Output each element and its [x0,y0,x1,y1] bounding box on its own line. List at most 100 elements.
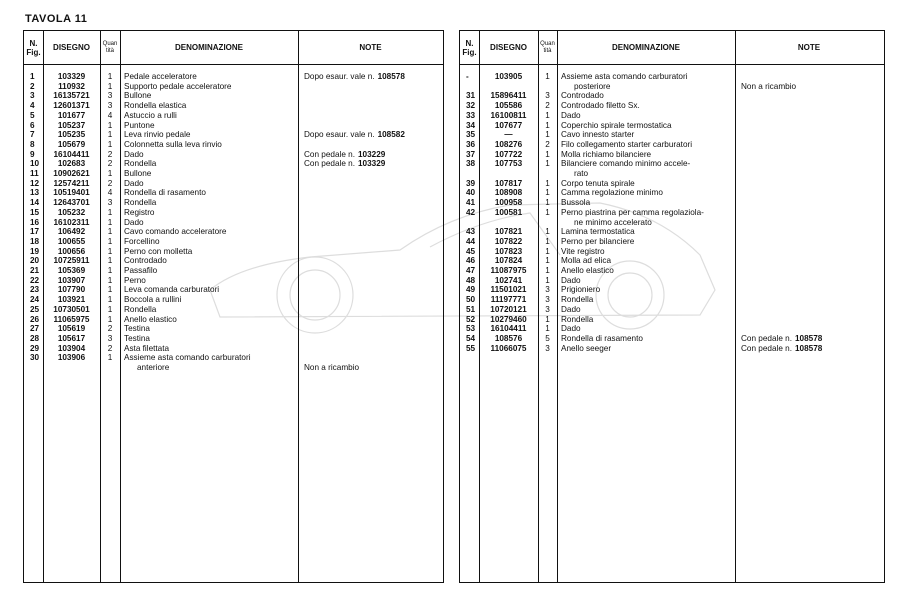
quantity: 2 [107,178,113,188]
part-number: 12643701 [53,198,90,208]
note [298,315,443,325]
description: Rondella [120,198,298,208]
quantity: 1 [107,169,113,179]
description: Bussola [557,198,735,208]
fig-number: 9 [30,149,35,159]
table-row: 30 103906 1 Assieme asta comando carburator… [24,353,443,372]
table-row: 29 103904 2 Asta filettata [24,344,443,354]
table-header: N. Fig. DISEGNO Quan tità DENOMINAZIONE … [460,31,884,65]
table-row: 14 12643701 3 Rondella [24,198,443,208]
note-part-number: 108578 [794,333,823,343]
part-number: 100958 [494,198,523,208]
part-number: 103906 [57,353,86,363]
table-row: 27 105619 2 Testina [24,324,443,334]
description-line: Anello seeger [561,343,612,353]
description: Perno piastrina per camma regolaziola-ne… [557,208,735,227]
part-number: — [504,130,513,140]
description: Assieme asta comando carburatori posterio… [557,72,735,91]
fig-number: 20 [30,256,40,266]
note-part-number: 103229 [357,149,386,159]
description: Bullone [120,169,298,179]
table-row: - 103905 1 Assieme asta comando carburatori… [460,72,884,91]
part-number: 105586 [494,101,523,111]
fig-number: 41 [466,198,476,208]
table-row: 3 16135721 3 Bullone [24,91,443,101]
fig-number: 37 [466,149,476,159]
description: Corpo tenuta spirale [557,179,735,189]
table-row: 15 105232 1 Registro [24,208,443,218]
description: Puntone [120,121,298,131]
header-fig: N. Fig. [462,38,477,57]
description-line: Passafilo [124,266,158,276]
description: Coperchio spirale termostatica [557,121,735,131]
part-number: 103905 [494,72,523,81]
description-line: Leva comanda carburatori [124,285,220,295]
part-number: 16135721 [53,91,90,101]
parts-table-right: N. Fig. DISEGNO Quan tità DENOMINAZIONE … [459,30,885,583]
fig-number: 11 [30,169,39,179]
note-text: Con pedale n. [741,333,792,343]
part-number: 103921 [57,295,86,305]
note: Con pedale n. 103229 [298,150,443,160]
description: Dado [120,218,298,228]
part-number: 101677 [57,110,86,120]
note [298,101,443,111]
quantity: 1 [545,314,550,324]
note [298,334,443,344]
description-line: Controdado [124,256,167,266]
quantity: 2 [107,149,113,159]
quantity: 1 [107,130,113,140]
fig-number: 5 [30,110,35,120]
description: Boccola a rullini [120,295,298,305]
quantity: 3 [107,101,113,111]
fig-number: 31 [466,91,476,101]
fig-number: 14 [30,198,40,208]
description: Testina [120,324,298,334]
table-row: 10 102683 2 Rondella Con pedale n. 103329 [24,159,443,169]
note-part-number: 108578 [794,343,823,353]
part-number: 11087975 [490,266,527,276]
quantity: 1 [545,227,550,237]
quantity: 3 [545,304,550,314]
part-number: 107817 [494,178,523,188]
table-row: 54 108576 5 Rondella di rasamento Con pedale… [460,334,884,344]
description: Anello elastico [557,266,735,276]
note-part-number: 108582 [377,130,405,140]
fig-number: 42 [466,207,476,217]
note [298,140,443,150]
quantity: 1 [107,207,113,217]
note [298,256,443,266]
description-line: Perno per bilanciere [561,236,635,246]
table-row: 24 103921 1 Boccola a rullini [24,295,443,305]
note [298,179,443,189]
note-text: Con pedale n. [741,343,792,353]
note [298,237,443,247]
fig-number: 46 [466,256,476,266]
part-number: 15896411 [490,91,527,101]
note [735,256,883,266]
part-number: 105235 [57,130,86,140]
quantity: 1 [545,110,550,120]
fig-number: 17 [30,227,40,237]
description: Rondella di rasamento [557,334,735,344]
description: Bullone [120,91,298,101]
note-text: Non a ricambio [741,81,797,91]
part-number: 107823 [494,246,523,256]
quantity: 1 [107,217,113,227]
description-line: Prigioniero [561,285,601,295]
table-row: 52 10279460 1 Rondella [460,315,884,325]
note [298,198,443,208]
note-text: Dopo esaur. vale n. [304,72,375,81]
description: Dado [557,324,735,334]
note [735,295,883,305]
description-line: Molla ad elica [561,256,612,266]
fig-number: 35 [466,130,476,140]
note: Con pedale n. 108578 [735,344,883,354]
note [298,276,443,286]
table-row: 11 10902621 1 Bullone [24,169,443,179]
description-line: Dado [124,217,144,227]
quantity: 1 [107,285,113,295]
description-line: Controdado filetto Sx. [561,101,640,111]
quantity: 1 [545,198,550,208]
